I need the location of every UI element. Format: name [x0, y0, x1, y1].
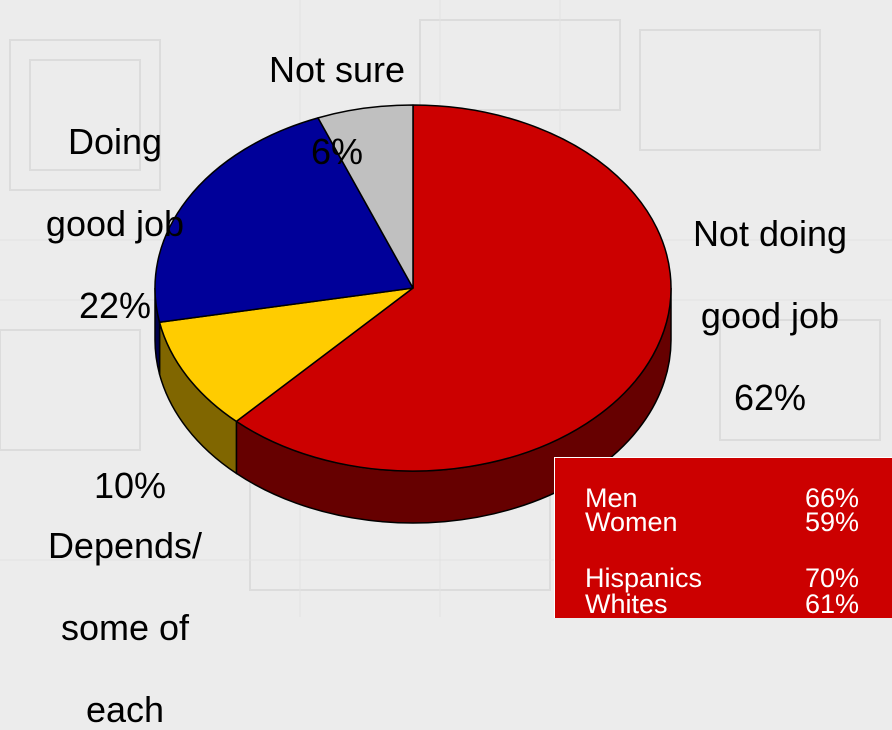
- label-depends: Depends/ some of each: [10, 484, 240, 730]
- pie-slice-0: [235, 104, 672, 472]
- breakdown-row-men: Men 66%: [555, 483, 892, 513]
- pie-slice-1: [158, 287, 414, 423]
- breakdown-group: Men: [585, 483, 638, 513]
- breakdown-group: Hispanics: [585, 563, 703, 593]
- label-depends-value-text: 10%: [93, 465, 167, 506]
- label-depends-line1: Depends/: [47, 525, 203, 566]
- breakdown-group: Whites: [585, 589, 668, 618]
- breakdown-row-hispanics: Hispanics 70%: [555, 563, 892, 593]
- demographic-breakdown-box: Men 66% Women 59% Hispanics 70% Whites 6…: [554, 457, 892, 618]
- label-depends-line3: each: [85, 689, 165, 730]
- label-not-sure-value: 6%: [310, 131, 364, 172]
- breakdown-value: 61%: [805, 589, 860, 618]
- label-doing-good-job-line1: Doing: [67, 121, 163, 162]
- breakdown-row-women: Women 59%: [555, 507, 892, 537]
- label-doing-good-job-value: 22%: [78, 285, 152, 326]
- breakdown-value: 70%: [805, 563, 860, 593]
- label-doing-good-job: Doing good job 22%: [0, 80, 230, 326]
- breakdown-row-whites: Whites 61%: [555, 589, 892, 618]
- label-not-sure-text: Not sure: [268, 49, 406, 90]
- breakdown-group: Women: [585, 507, 678, 537]
- label-not-doing-good-job: Not doing good job 62%: [655, 172, 885, 418]
- label-not-doing-good-job-line1: Not doing: [692, 213, 848, 254]
- label-depends-line2: some of: [60, 607, 190, 648]
- breakdown-value: 66%: [805, 483, 860, 513]
- label-not-doing-good-job-value: 62%: [733, 377, 807, 418]
- pie-slices: [154, 104, 672, 472]
- label-not-sure: Not sure 6%: [222, 8, 452, 172]
- pie-slice-3: [317, 104, 414, 289]
- label-not-doing-good-job-line2: good job: [700, 295, 840, 336]
- breakdown-value: 59%: [805, 507, 860, 537]
- label-doing-good-job-line2: good job: [45, 203, 185, 244]
- label-depends-value: 10%: [50, 424, 210, 506]
- pie-slice-2: [154, 117, 414, 324]
